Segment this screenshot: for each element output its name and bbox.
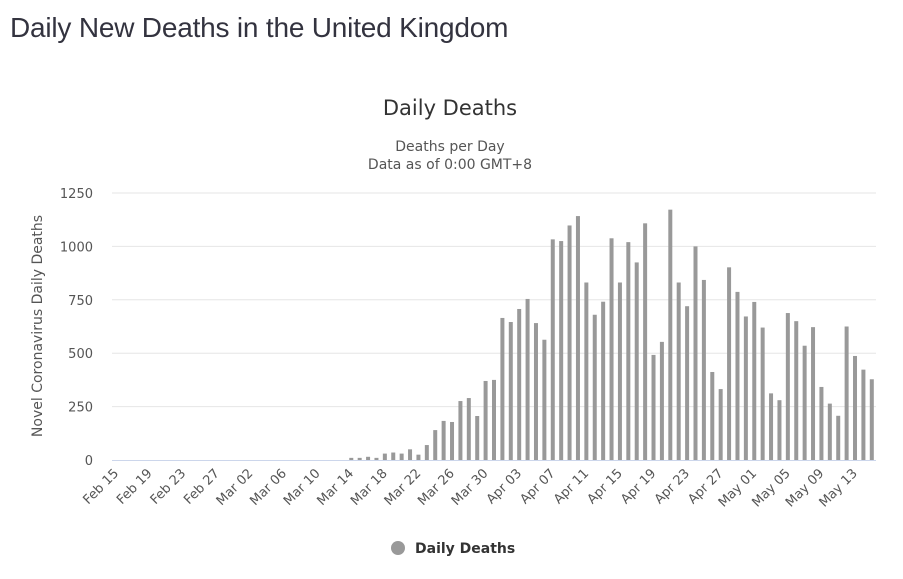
x-tick-feb-23: Feb 23 xyxy=(148,466,190,508)
bar-apr-09[interactable] xyxy=(567,225,572,460)
x-tick-apr-11: Apr 11 xyxy=(551,466,592,507)
bar-mar-19[interactable] xyxy=(391,452,396,460)
bar-apr-07[interactable] xyxy=(550,239,555,460)
x-tick-mar-18: Mar 18 xyxy=(348,466,391,509)
bar-apr-19[interactable] xyxy=(651,354,656,460)
bar-apr-05[interactable] xyxy=(533,323,538,460)
chart-subtitle-line-1: Deaths per Day xyxy=(395,139,504,155)
x-tick-mar-14: Mar 14 xyxy=(315,466,358,509)
chart-subtitle-line-2: Data as of 0:00 GMT+8 xyxy=(368,157,532,173)
bar-apr-12[interactable] xyxy=(592,314,597,460)
y-tick-1250: 1250 xyxy=(60,187,93,202)
x-tick-apr-19: Apr 19 xyxy=(618,466,659,507)
bar-apr-16[interactable] xyxy=(626,242,631,460)
y-tick-750: 750 xyxy=(68,294,93,309)
bar-mar-17[interactable] xyxy=(374,457,379,460)
bar-apr-10[interactable] xyxy=(575,216,580,460)
bar-apr-28[interactable] xyxy=(727,267,732,460)
bar-may-04[interactable] xyxy=(777,400,782,460)
bar-apr-29[interactable] xyxy=(735,291,740,460)
bar-apr-17[interactable] xyxy=(634,262,639,460)
bar-may-06[interactable] xyxy=(794,321,799,460)
bar-may-05[interactable] xyxy=(785,313,790,460)
bar-apr-02[interactable] xyxy=(508,322,513,460)
bar-mar-24[interactable] xyxy=(433,430,438,460)
bar-may-09[interactable] xyxy=(819,386,824,460)
x-tick-feb-15: Feb 15 xyxy=(81,466,123,508)
bar-may-11[interactable] xyxy=(836,415,841,460)
legend-label-daily-deaths[interactable]: Daily Deaths xyxy=(415,541,515,557)
bar-may-03[interactable] xyxy=(769,393,774,460)
bar-apr-15[interactable] xyxy=(617,282,622,460)
y-tick-500: 500 xyxy=(68,347,93,362)
x-tick-mar-22: Mar 22 xyxy=(382,466,425,509)
bar-apr-26[interactable] xyxy=(710,371,715,460)
bar-apr-01[interactable] xyxy=(500,317,505,460)
bar-apr-23[interactable] xyxy=(685,306,690,460)
legend[interactable]: Daily Deaths xyxy=(391,541,515,557)
gridlines xyxy=(112,192,876,408)
bar-apr-03[interactable] xyxy=(517,308,522,460)
y-tick-0: 0 xyxy=(85,454,93,469)
bar-mar-28[interactable] xyxy=(466,398,471,460)
bar-may-01[interactable] xyxy=(752,301,757,460)
bar-apr-14[interactable] xyxy=(609,238,614,460)
bar-mar-20[interactable] xyxy=(399,453,404,460)
y-tick-labels: 0 250 500 750 1000 1250 xyxy=(60,187,93,469)
page-title: Daily New Deaths in the United Kingdom xyxy=(10,12,509,43)
bar-mar-26[interactable] xyxy=(450,421,455,460)
bar-may-12[interactable] xyxy=(844,326,849,461)
bar-mar-18[interactable] xyxy=(382,453,387,460)
bar-mar-31[interactable] xyxy=(492,379,496,460)
x-tick-mar-26: Mar 26 xyxy=(415,466,458,509)
bar-mar-14[interactable] xyxy=(349,457,354,460)
bar-mar-25[interactable] xyxy=(441,420,446,460)
legend-marker-daily-deaths[interactable] xyxy=(391,541,405,555)
x-tick-apr-15: Apr 15 xyxy=(585,466,626,507)
x-tick-mar-10: Mar 10 xyxy=(281,466,324,509)
bar-apr-24[interactable] xyxy=(693,246,698,460)
bar-mar-30[interactable] xyxy=(483,380,488,460)
x-tick-mar-02: Mar 02 xyxy=(214,466,257,509)
bar-apr-08[interactable] xyxy=(559,241,564,460)
bar-apr-13[interactable] xyxy=(601,301,606,460)
bar-may-13[interactable] xyxy=(853,355,858,460)
bar-mar-23[interactable] xyxy=(424,445,429,460)
bar-apr-20[interactable] xyxy=(659,341,664,460)
bar-apr-30[interactable] xyxy=(743,316,748,460)
bar-apr-25[interactable] xyxy=(701,279,706,460)
bar-mar-21[interactable] xyxy=(408,449,413,460)
chart-title: Daily Deaths xyxy=(383,96,517,120)
bar-may-10[interactable] xyxy=(827,403,832,460)
x-tick-apr-07: Apr 07 xyxy=(517,466,558,507)
x-tick-feb-19: Feb 19 xyxy=(114,466,156,508)
bar-apr-27[interactable] xyxy=(718,389,723,460)
bar-apr-21[interactable] xyxy=(668,209,673,460)
x-tick-apr-03: Apr 03 xyxy=(484,466,525,507)
bar-apr-06[interactable] xyxy=(542,339,547,460)
bar-may-15[interactable] xyxy=(869,379,874,460)
bars-daily-deaths xyxy=(349,209,874,461)
y-axis-label: Novel Coronavirus Daily Deaths xyxy=(30,215,46,437)
x-tick-mar-06: Mar 06 xyxy=(247,466,290,509)
bar-mar-29[interactable] xyxy=(475,415,480,460)
bar-apr-18[interactable] xyxy=(643,223,648,460)
bar-mar-27[interactable] xyxy=(458,401,463,460)
bar-apr-11[interactable] xyxy=(584,282,589,460)
y-tick-250: 250 xyxy=(68,401,93,416)
bar-mar-15[interactable] xyxy=(357,457,362,460)
bar-mar-16[interactable] xyxy=(366,456,371,460)
bar-apr-22[interactable] xyxy=(676,282,681,460)
bar-may-08[interactable] xyxy=(811,327,816,460)
bar-may-07[interactable] xyxy=(802,345,807,460)
bar-may-02[interactable] xyxy=(760,327,765,460)
y-tick-1000: 1000 xyxy=(60,240,93,255)
x-tick-apr-23: Apr 23 xyxy=(652,466,693,507)
bar-may-14[interactable] xyxy=(861,369,866,460)
bar-apr-04[interactable] xyxy=(525,298,530,460)
x-tick-mar-30: Mar 30 xyxy=(449,466,492,509)
bar-mar-22[interactable] xyxy=(416,454,421,460)
